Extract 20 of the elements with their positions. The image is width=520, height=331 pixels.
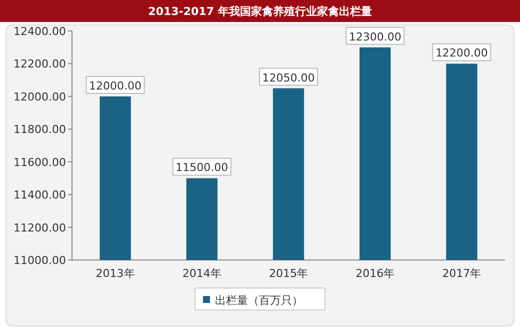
chart-title: 2013-2017 年我国家禽养殖行业家禽出栏量: [148, 5, 372, 18]
y-tick-label: 12000.00: [14, 90, 66, 104]
legend-label: 出栏量（百万只）: [215, 294, 303, 307]
y-tick-label: 12400.00: [14, 25, 66, 38]
data-label: 12000.00: [89, 79, 142, 92]
data-label: 12200.00: [435, 46, 488, 60]
y-tick-label: 11200.00: [14, 221, 66, 234]
x-tick-label: 2013年: [96, 267, 135, 280]
data-label: 11500.00: [176, 161, 228, 174]
x-tick-label: 2015年: [269, 267, 308, 280]
y-tick-label: 11400.00: [14, 188, 66, 202]
x-tick-label: 2016年: [356, 267, 395, 280]
y-tick-label: 11000.00: [14, 254, 66, 267]
data-label: 12300.00: [348, 30, 402, 44]
y-tick-label: 11600.00: [14, 156, 66, 169]
y-tick-label: 12200.00: [14, 58, 66, 71]
y-tick-label: 11800.00: [14, 123, 66, 136]
x-tick-label: 2014年: [182, 267, 222, 280]
x-tick-label: 2017年: [442, 267, 482, 280]
data-label: 12050.00: [262, 71, 315, 84]
